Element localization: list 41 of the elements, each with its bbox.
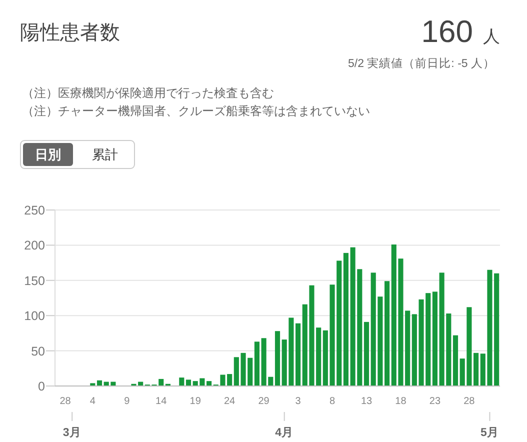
- bar: [474, 352, 479, 386]
- bar: [254, 342, 260, 386]
- y-tick-label: 200: [24, 238, 46, 253]
- bar: [206, 381, 212, 386]
- x2-tick-label: 3月: [62, 426, 82, 439]
- bar: [179, 378, 184, 386]
- y-tick-label: 50: [31, 344, 46, 358]
- text: （注）チャーター機帰国者、クルーズ船乗客等は含まれていない: [22, 104, 370, 118]
- y-tick-label: 0: [38, 380, 46, 394]
- x2-tick-label: 5月: [480, 426, 499, 439]
- x-tick-label: 13: [360, 396, 372, 407]
- x-tick-label: 23: [429, 396, 441, 407]
- bar: [343, 252, 348, 386]
- y-tick-label: 250: [24, 204, 46, 218]
- y-tick-label: 150: [24, 274, 46, 288]
- x-tick-label: 28: [60, 396, 72, 407]
- x-tick-label: 3: [295, 396, 302, 407]
- label: 累計: [92, 147, 118, 162]
- x-tick-label: 8: [329, 396, 336, 407]
- text: 160 人: [421, 14, 500, 49]
- x-tick-label: 9: [124, 396, 130, 407]
- x-tick-label: 18: [395, 396, 407, 407]
- x2-tick-label: 4月: [275, 426, 294, 439]
- x-tick-label: 14: [156, 396, 168, 407]
- bar: [364, 322, 370, 386]
- x-tick-label: 29: [258, 396, 270, 407]
- bar: [452, 335, 458, 386]
- text: （注）医療機関が保険適用で行った検査も含む: [22, 86, 274, 100]
- chart-title: 陽性患者数: [20, 22, 120, 44]
- bar: [186, 380, 192, 386]
- chart-subtitle: 5/2 実績値（前日比: -5 人）: [348, 56, 495, 70]
- bar: [274, 331, 280, 386]
- bar: [432, 292, 438, 386]
- x-tick-label: 28: [464, 396, 476, 407]
- x-tick-label: 19: [190, 396, 202, 407]
- bar: [384, 281, 390, 386]
- x-tick-label: 4: [90, 396, 96, 407]
- x-tick-label: 24: [224, 396, 236, 407]
- bar: [296, 323, 301, 386]
- button: 日別: [23, 143, 73, 166]
- y-tick-label: 100: [24, 309, 46, 324]
